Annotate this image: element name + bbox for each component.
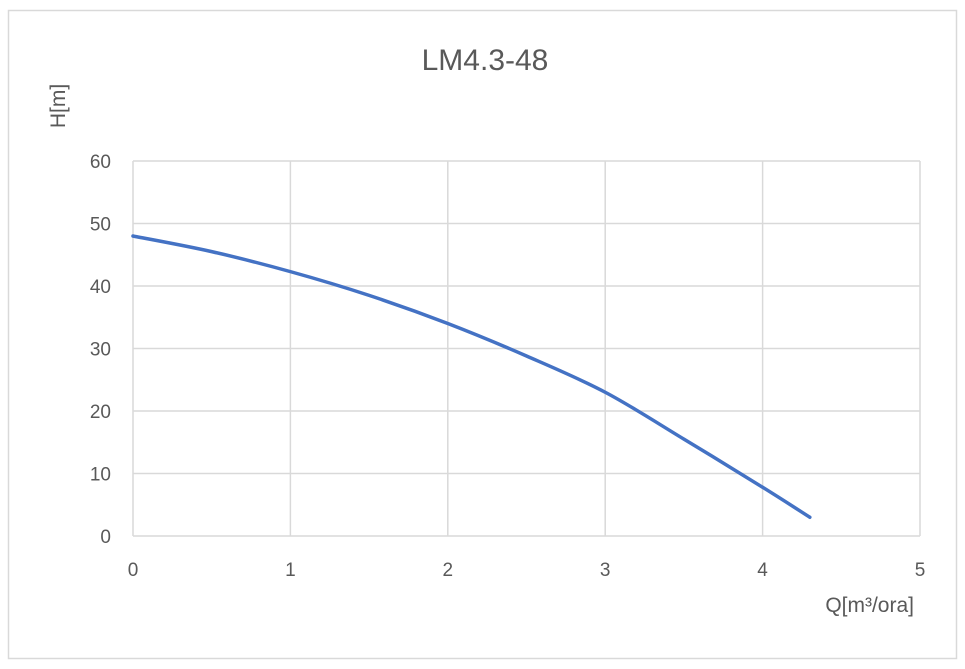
chart-title: LM4.3-48 — [422, 44, 549, 77]
y-tick-label: 50 — [90, 215, 111, 236]
y-tick-label: 10 — [90, 465, 111, 486]
y-axis-label: H[m] — [47, 84, 70, 128]
x-tick-label: 4 — [757, 560, 768, 581]
x-tick-label: 5 — [915, 560, 926, 581]
series-line — [131, 234, 812, 519]
y-tick-label: 40 — [90, 277, 111, 298]
series-layer — [131, 234, 812, 519]
x-tick-label: 1 — [285, 560, 296, 581]
x-tick-label: 0 — [128, 560, 139, 581]
chart-border — [7, 9, 958, 660]
y-tick-label: 20 — [90, 402, 111, 423]
y-tick-label: 30 — [90, 340, 111, 361]
y-tick-label: 60 — [90, 152, 111, 173]
x-tick-label: 3 — [600, 560, 611, 581]
y-tick-label: 0 — [100, 527, 111, 548]
x-tick-label: 2 — [443, 560, 454, 581]
grid-layer — [132, 160, 921, 537]
x-axis-label: Q[m³/ora] — [825, 594, 914, 617]
